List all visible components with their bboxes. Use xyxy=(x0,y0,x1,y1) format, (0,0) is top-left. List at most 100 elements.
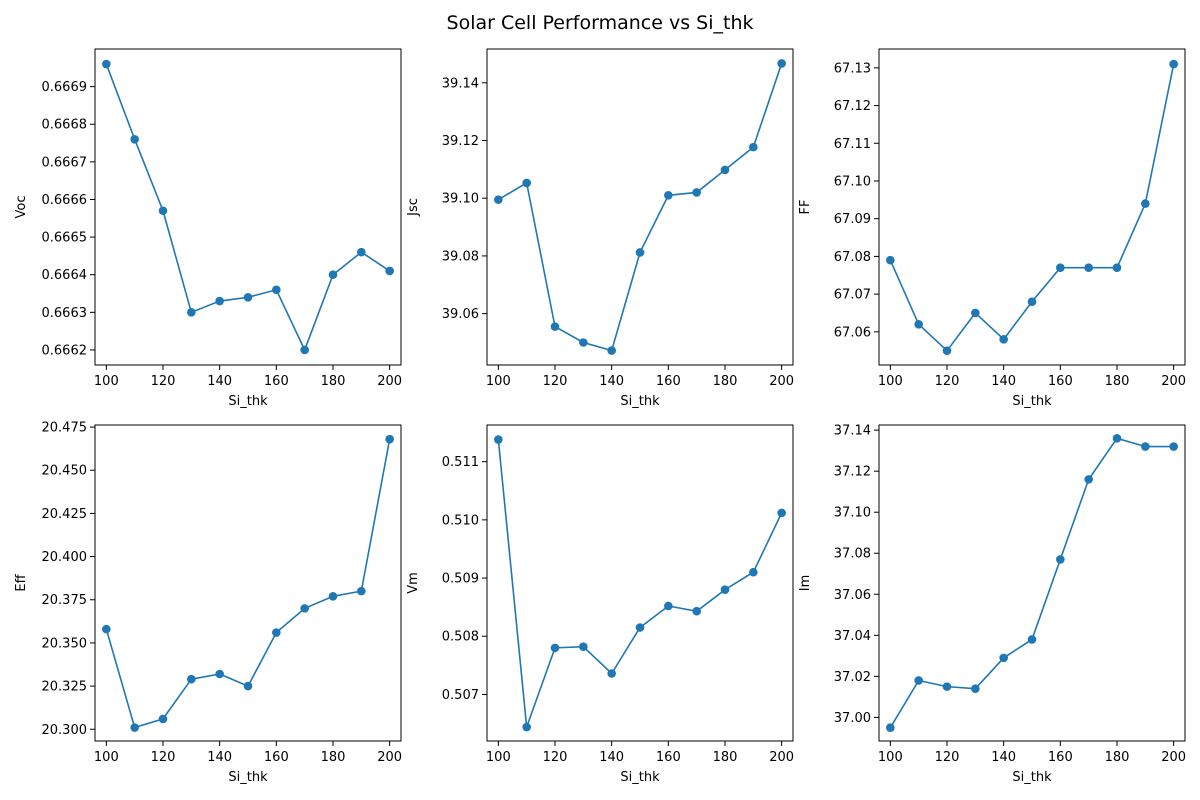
x-axis-label: Si_thk xyxy=(620,770,660,785)
data-point xyxy=(522,178,531,188)
series-line xyxy=(105,63,391,353)
data-point xyxy=(914,319,923,329)
x-tick-label: 200 xyxy=(377,374,402,389)
x-tick-label: 120 xyxy=(935,374,960,389)
y-axis-label: Vm xyxy=(406,572,421,594)
data-point xyxy=(1056,263,1065,273)
y-tick-label: 0.510 xyxy=(442,513,479,528)
x-tick-label: 140 xyxy=(599,374,624,389)
data-point xyxy=(102,624,111,634)
x-tick-label: 180 xyxy=(1105,750,1130,765)
data-point xyxy=(215,296,224,306)
y-tick-label: 20.300 xyxy=(42,723,88,738)
y-tick-label: 39.10 xyxy=(442,192,479,207)
x-tick-label: 180 xyxy=(321,374,346,389)
y-tick-label: 20.400 xyxy=(42,550,88,565)
data-point xyxy=(494,195,503,204)
x-axis-label: Si_thk xyxy=(1012,770,1052,785)
y-tick-label: 0.507 xyxy=(442,688,479,703)
data-point xyxy=(357,586,366,596)
data-point xyxy=(1112,434,1122,443)
data-point xyxy=(720,165,730,175)
y-tick-label: 67.11 xyxy=(834,137,871,152)
data-point xyxy=(102,59,111,69)
x-tick-label: 140 xyxy=(207,750,232,765)
x-tick-label: 100 xyxy=(878,374,903,389)
axes-frame xyxy=(486,48,794,366)
data-point xyxy=(1027,635,1037,644)
x-tick-label: 180 xyxy=(713,374,738,389)
data-point xyxy=(635,248,645,257)
x-tick-label: 200 xyxy=(1161,374,1186,389)
data-point xyxy=(300,345,309,355)
x-tick-label: 120 xyxy=(543,374,568,389)
data-point xyxy=(942,682,952,691)
y-tick-label: 0.6665 xyxy=(42,231,88,246)
y-tick-label: 39.08 xyxy=(442,249,479,264)
axes-frame xyxy=(94,424,402,742)
y-tick-label: 37.00 xyxy=(834,711,871,726)
subplot-3: 100 120 140 160 180 200 20.300 20.325 20.350 20.3… xyxy=(14,421,402,785)
subplot-0: 100 120 140 160 180 200 0.6662 0.6663 0.6664 0.66… xyxy=(14,48,402,409)
data-point xyxy=(1141,199,1150,208)
data-point xyxy=(777,59,786,68)
data-point xyxy=(550,643,560,653)
data-point xyxy=(357,247,366,257)
data-point xyxy=(749,142,758,152)
x-tick-label: 140 xyxy=(207,374,232,389)
y-tick-label: 20.325 xyxy=(42,680,88,695)
data-point xyxy=(243,681,253,691)
y-tick-label: 67.09 xyxy=(834,212,871,227)
y-tick-label: 67.13 xyxy=(834,61,871,76)
y-tick-label: 37.14 xyxy=(834,424,871,439)
y-tick-label: 20.425 xyxy=(42,507,88,522)
data-point xyxy=(300,604,309,613)
data-point xyxy=(187,674,196,684)
data-point xyxy=(130,134,139,144)
data-point xyxy=(1056,555,1065,564)
y-tick-label: 0.6666 xyxy=(42,193,88,208)
y-tick-label: 0.6669 xyxy=(42,80,88,95)
x-tick-label: 180 xyxy=(321,750,346,765)
data-point xyxy=(579,338,588,347)
data-point xyxy=(1084,475,1093,484)
y-tick-label: 37.12 xyxy=(834,465,871,480)
y-tick-label: 67.10 xyxy=(834,174,871,189)
axes-frame xyxy=(486,424,794,742)
data-point xyxy=(243,292,253,302)
data-point xyxy=(158,714,168,724)
data-point xyxy=(130,723,139,732)
data-point xyxy=(215,669,224,679)
data-point xyxy=(971,684,980,693)
x-tick-label: 160 xyxy=(656,374,681,389)
subplot-4: 100 120 140 160 180 200 0.507 0.508 0.509 0.510 0.… xyxy=(406,424,794,785)
y-tick-label: 37.10 xyxy=(834,506,871,521)
x-tick-label: 100 xyxy=(878,750,903,765)
x-tick-label: 120 xyxy=(151,750,176,765)
x-tick-label: 200 xyxy=(769,750,794,765)
y-tick-label: 0.6668 xyxy=(42,118,88,133)
y-tick-label: 20.475 xyxy=(42,421,88,436)
data-point xyxy=(522,722,531,732)
y-tick-label: 39.12 xyxy=(442,134,479,149)
series-line xyxy=(497,63,783,352)
data-point xyxy=(607,669,616,678)
x-tick-label: 120 xyxy=(151,374,176,389)
x-tick-label: 100 xyxy=(94,750,119,765)
y-tick-label: 0.509 xyxy=(442,572,479,587)
data-point xyxy=(494,435,503,444)
data-point xyxy=(187,308,196,317)
y-tick-label: 67.12 xyxy=(834,99,871,114)
subplot-5: 100 120 140 160 180 200 37.00 37.02 37.04 37.06 37… xyxy=(798,424,1186,785)
y-tick-label: 67.07 xyxy=(834,288,871,303)
y-tick-label: 20.350 xyxy=(42,636,88,651)
data-point xyxy=(692,606,701,616)
x-axis-label: Si_thk xyxy=(620,394,660,409)
y-axis-label: Im xyxy=(798,575,813,592)
y-tick-label: 0.511 xyxy=(442,455,479,470)
data-point xyxy=(328,591,338,601)
data-point xyxy=(664,601,673,611)
y-tick-label: 37.04 xyxy=(834,629,871,644)
